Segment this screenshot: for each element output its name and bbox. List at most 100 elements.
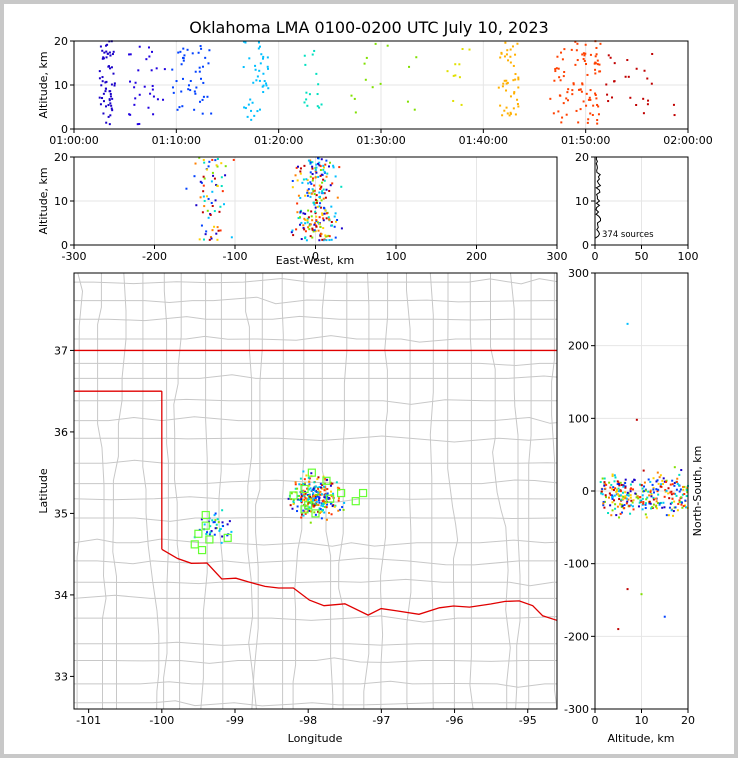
- county-line: [74, 296, 557, 305]
- plan-view-point: [318, 507, 321, 510]
- ew-height-point: [323, 179, 326, 182]
- plan-view-point: [212, 521, 215, 524]
- plan-view-point: [291, 507, 294, 510]
- time-height-point: [413, 108, 416, 111]
- ew-height-point: [311, 173, 314, 176]
- ew-height-point: [206, 168, 209, 171]
- ns-height-point: [601, 493, 604, 496]
- ns-height-point: [652, 477, 655, 480]
- ew-height-point: [203, 199, 206, 202]
- ns-height-point: [624, 486, 627, 489]
- time-height-point: [98, 96, 101, 99]
- ew-height-point: [322, 219, 325, 222]
- county-line: [74, 362, 557, 367]
- ns-height-point: [614, 503, 617, 506]
- ew-height-point: [204, 233, 207, 236]
- ns-height-point: [684, 499, 687, 502]
- ew-height-point: [224, 174, 227, 177]
- plan-view-point: [312, 505, 315, 508]
- time-height-point: [98, 70, 101, 73]
- time-height-point: [202, 95, 205, 98]
- time-height-point: [507, 59, 510, 62]
- ns-height-ytick-label: -300: [564, 703, 589, 716]
- ew-height-point: [314, 198, 317, 201]
- ew-height-point: [308, 228, 311, 231]
- time-height-point: [265, 84, 268, 87]
- time-height-point: [201, 112, 204, 115]
- ew-height-point: [209, 213, 212, 216]
- plan-view-point: [323, 489, 326, 492]
- ew-height-point: [199, 180, 202, 183]
- ew-height-point: [314, 222, 317, 225]
- plan-view-point: [315, 490, 318, 493]
- ns-height-point: [644, 489, 647, 492]
- ns-height-point: [686, 486, 689, 489]
- ew-height-point: [329, 161, 332, 164]
- ns-height-point: [625, 502, 628, 505]
- time-height-point: [244, 107, 247, 110]
- ns-height-point: [668, 497, 671, 500]
- plan-view-xlabel: Longitude: [288, 732, 343, 745]
- plan-view-point: [314, 513, 317, 516]
- time-height-point: [104, 81, 107, 84]
- ns-height-point: [623, 507, 626, 510]
- ns-height-point: [619, 490, 622, 493]
- ns-height-point: [669, 502, 672, 505]
- ns-height-point: [652, 503, 655, 506]
- ns-height-point: [629, 494, 632, 497]
- plan-view-point: [303, 494, 306, 497]
- ns-height-point: [675, 494, 678, 497]
- ew-height-point: [318, 164, 321, 167]
- ns-height-point: [667, 487, 670, 490]
- ew-height-point: [309, 181, 312, 184]
- station-marker: [322, 476, 331, 485]
- time-height-point: [567, 88, 570, 91]
- time-height-point: [187, 88, 190, 91]
- time-height-point: [554, 70, 557, 73]
- time-height-point: [585, 104, 588, 107]
- ns-height-point: [649, 502, 652, 505]
- plan-view-point: [343, 501, 346, 504]
- county-line: [74, 680, 557, 688]
- plan-view-point: [203, 523, 206, 526]
- plan-view-ytick-label: 36: [54, 426, 68, 439]
- plan-view-point: [318, 508, 321, 511]
- time-height-point: [258, 45, 261, 48]
- ew-height-point: [325, 212, 328, 215]
- time-height-point: [567, 99, 570, 102]
- ns-height-point: [673, 466, 676, 469]
- time-height-point: [105, 80, 108, 83]
- time-height-point: [151, 88, 154, 91]
- ns-height-point: [642, 500, 645, 503]
- plan-view-point: [319, 511, 322, 514]
- ew-height-point: [314, 167, 317, 170]
- county-line: [528, 273, 532, 709]
- ew-height-point: [305, 239, 308, 242]
- plan-view-point: [324, 502, 327, 505]
- ns-height-point: [662, 501, 665, 504]
- ns-height-point: [622, 485, 625, 488]
- ew-height-point: [306, 194, 309, 197]
- ns-height-panel: 0 10 20 -300 -200 -100 0 100 200 300 North-South,…: [564, 267, 704, 745]
- plan-view-point: [308, 480, 311, 483]
- ns-height-point: [601, 488, 604, 491]
- ns-height-point: [662, 477, 665, 480]
- plan-view-point: [314, 503, 317, 506]
- plan-view-point: [324, 477, 327, 480]
- ew-height-point: [306, 221, 309, 224]
- time-height-point: [584, 52, 587, 55]
- plan-view-point: [336, 486, 339, 489]
- ns-height-point: [624, 478, 627, 481]
- ew-height-point: [306, 191, 309, 194]
- time-height-point: [109, 95, 112, 98]
- time-height-point: [108, 98, 111, 101]
- ns-height-point: [655, 488, 658, 491]
- ns-height-point: [639, 500, 642, 503]
- plan-view-point: [230, 530, 233, 533]
- ew-height-point: [312, 230, 315, 233]
- plan-view-point: [309, 498, 312, 501]
- plan-view-point: [210, 530, 213, 533]
- time-height-point: [350, 94, 353, 97]
- ew-height-point: [205, 195, 208, 198]
- plan-view-point: [289, 504, 292, 507]
